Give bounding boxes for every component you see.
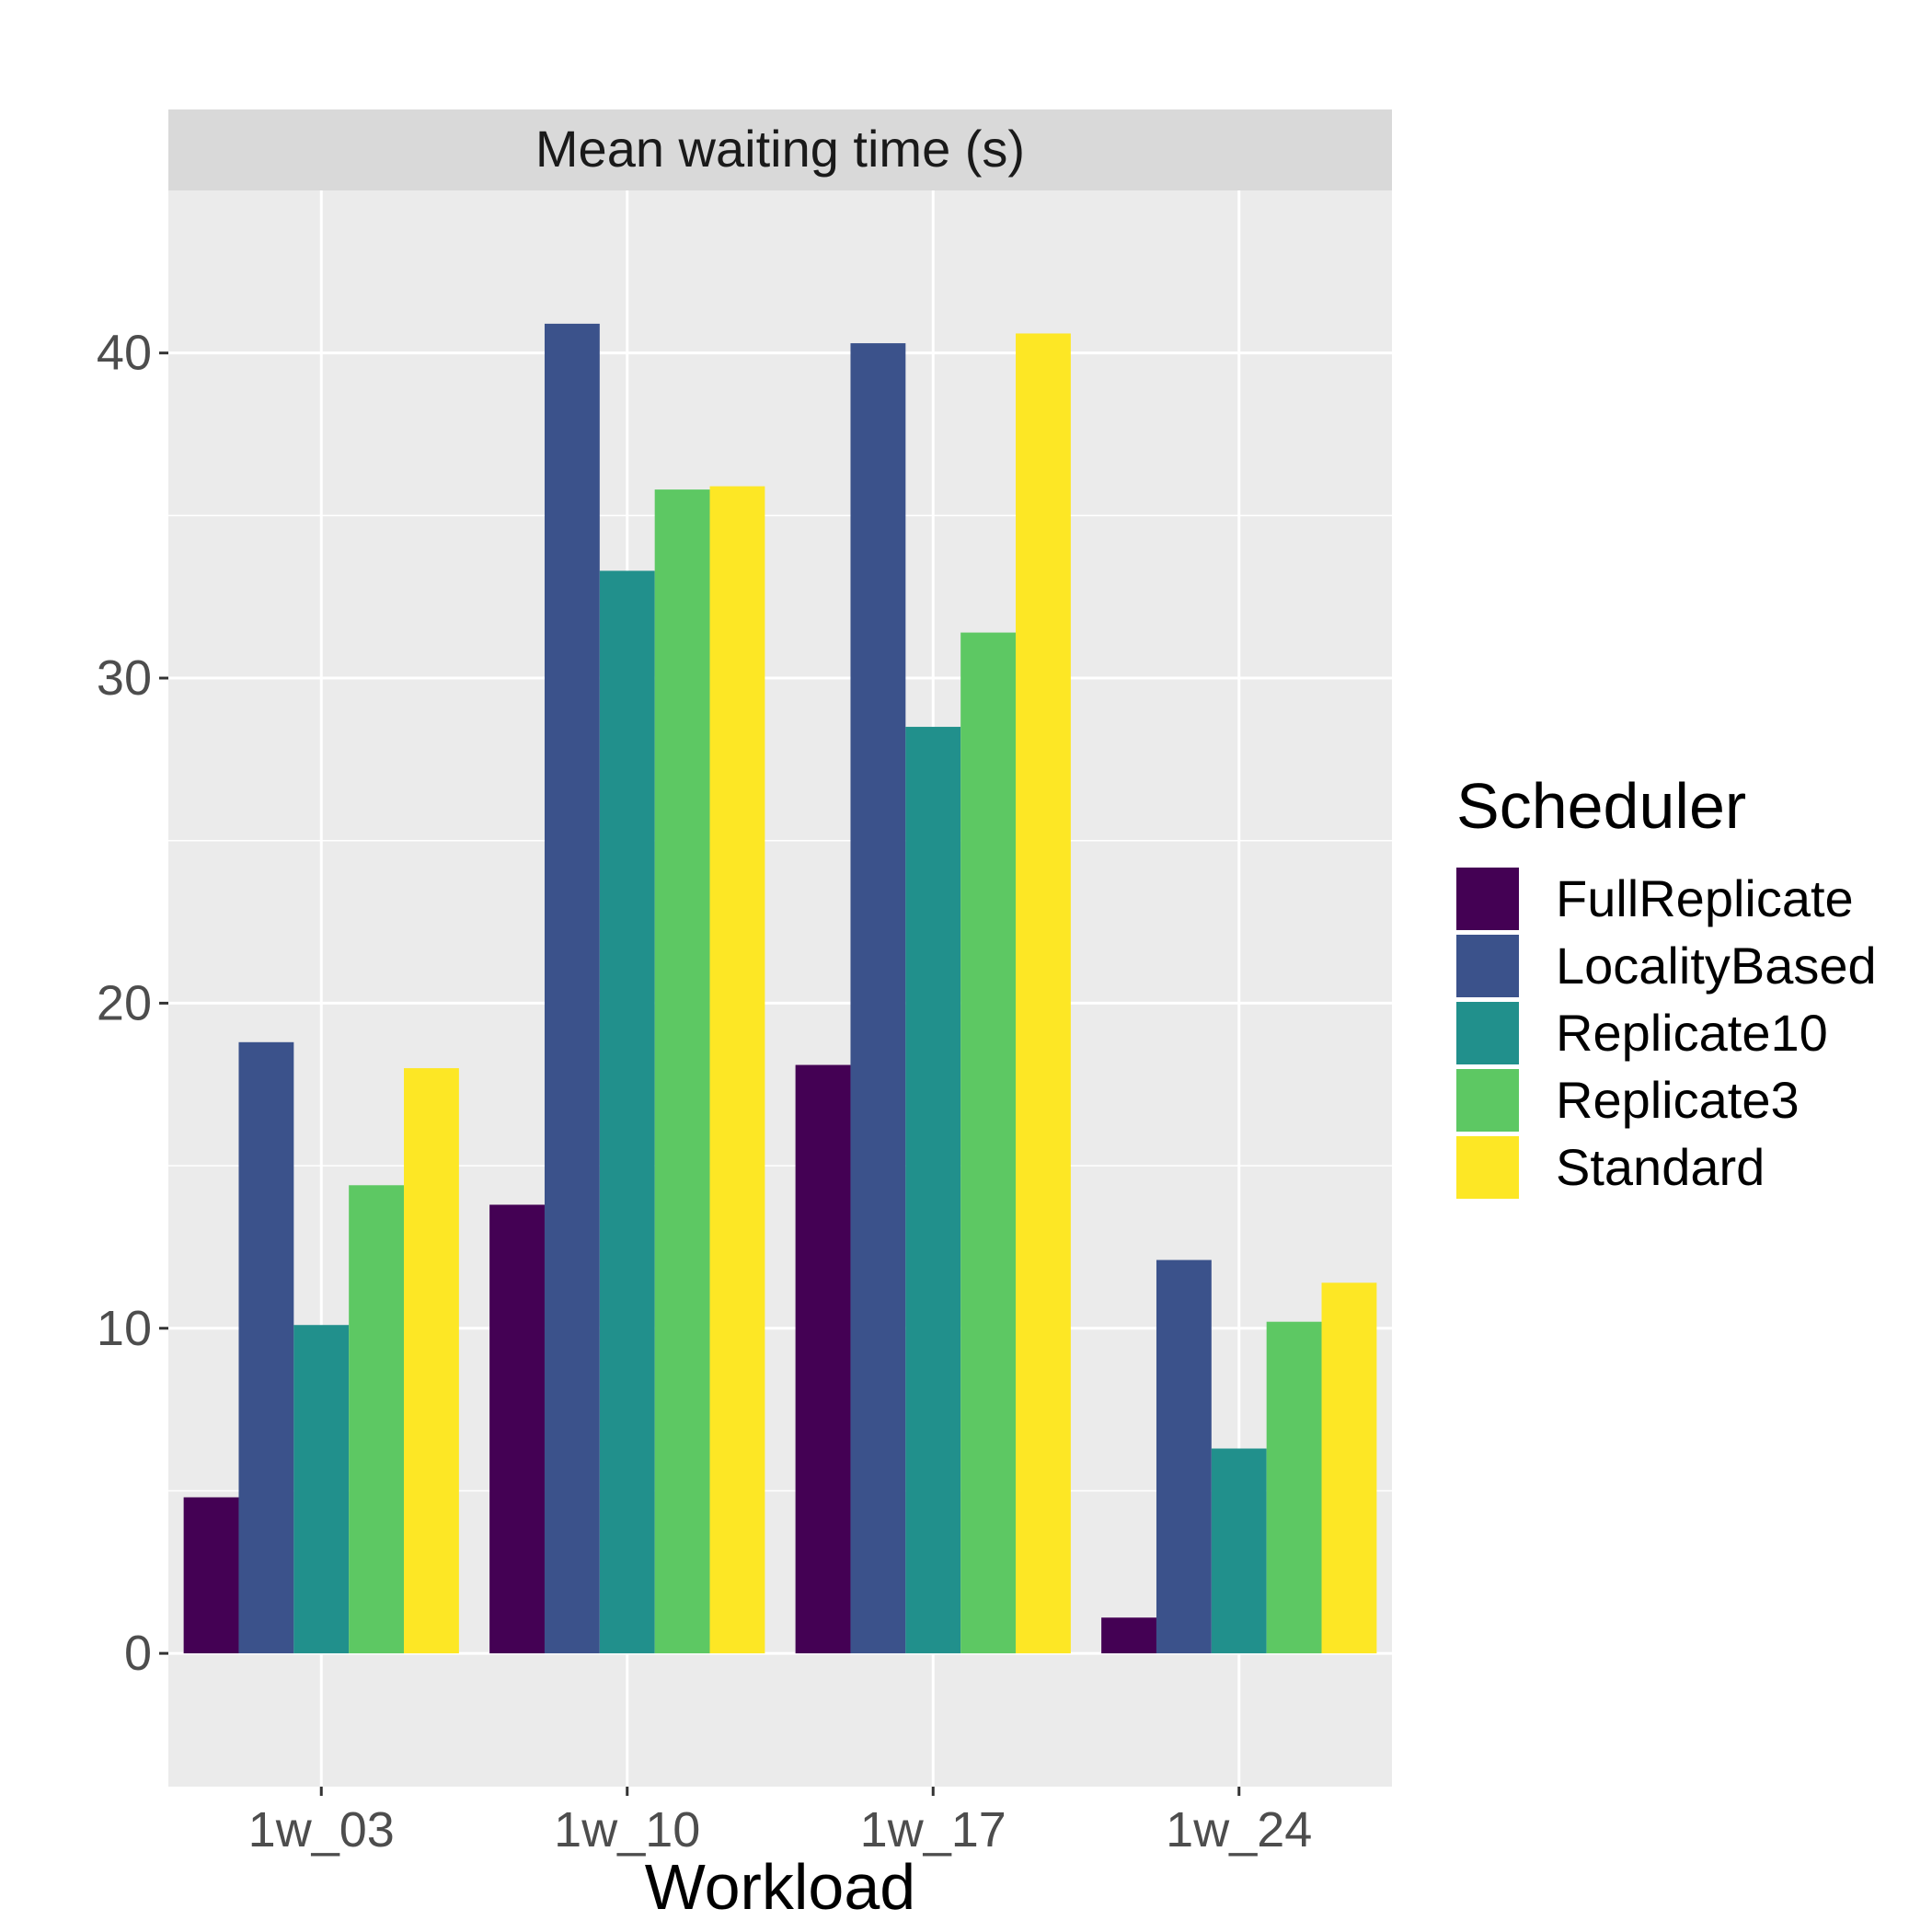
bar (850, 343, 906, 1654)
legend-title: Scheduler (1456, 770, 1746, 842)
x-tick-label: 1w_17 (860, 1802, 1006, 1857)
y-axis: 0 10 20 30 40 (97, 326, 168, 1681)
bar (654, 489, 710, 1654)
bar (349, 1185, 405, 1654)
facet-title: Mean waiting time (s) (535, 120, 1025, 178)
legend-key (1456, 868, 1519, 930)
x-tick-label: 1w_10 (554, 1802, 700, 1857)
legend-key (1456, 1069, 1519, 1132)
bar (795, 1064, 851, 1654)
legend-label: FullReplicate (1556, 869, 1854, 927)
bar (905, 727, 961, 1654)
legend-label: LocalityBased (1556, 937, 1877, 995)
bar (404, 1068, 459, 1654)
x-tick-label: 1w_03 (248, 1802, 395, 1857)
bar (544, 323, 600, 1654)
y-tick-label: 0 (124, 1626, 152, 1681)
bar (960, 632, 1017, 1654)
legend-key (1456, 1002, 1519, 1064)
legend-key (1456, 935, 1519, 997)
y-tick-label: 20 (97, 975, 152, 1030)
bar (293, 1325, 350, 1654)
bar (1156, 1259, 1212, 1654)
bar (238, 1041, 294, 1654)
bar (183, 1497, 239, 1654)
y-tick-label: 30 (97, 650, 152, 706)
bar (709, 486, 765, 1654)
bar (1321, 1282, 1377, 1654)
legend-label: Standard (1556, 1138, 1765, 1196)
legend-label: Replicate3 (1556, 1071, 1800, 1129)
bar (1101, 1617, 1156, 1654)
bars (183, 323, 1377, 1654)
legend: Scheduler FullReplicate LocalityBased Repl… (1456, 770, 1877, 1199)
facet-strip (168, 109, 1392, 190)
x-axis-title: Workload (645, 1851, 915, 1923)
bar (1016, 333, 1071, 1654)
y-tick-label: 40 (97, 326, 152, 381)
x-tick-label: 1w_24 (1166, 1802, 1312, 1857)
bar (489, 1204, 545, 1654)
bar (1266, 1321, 1322, 1654)
bar (1211, 1448, 1267, 1654)
legend-label: Replicate10 (1556, 1004, 1828, 1062)
y-tick-label: 10 (97, 1301, 152, 1356)
bar (599, 570, 655, 1654)
legend-key (1456, 1136, 1519, 1199)
x-axis: 1w_03 1w_10 1w_17 1w_24 (248, 1787, 1312, 1857)
